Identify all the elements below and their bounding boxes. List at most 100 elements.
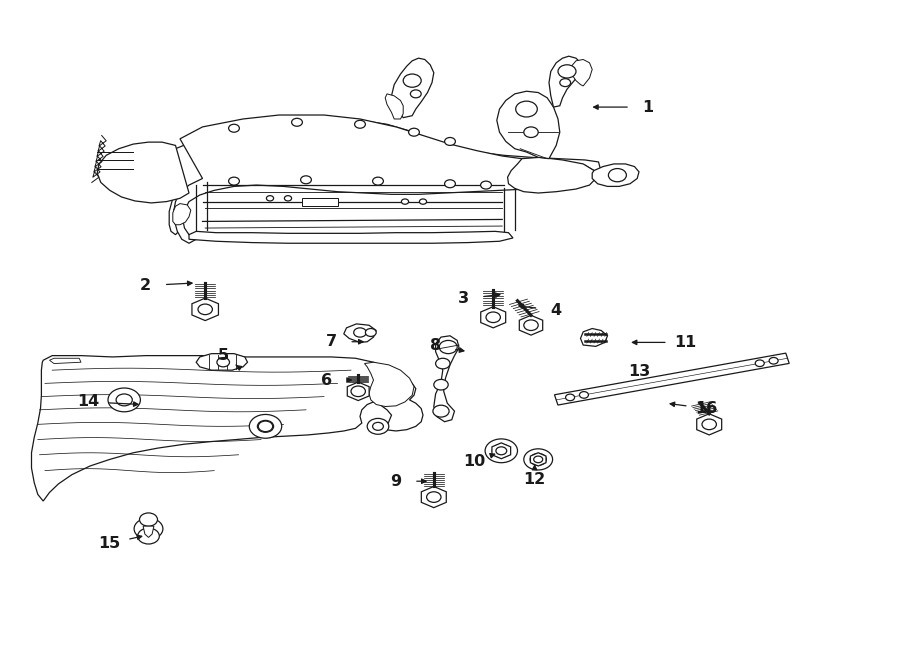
Circle shape xyxy=(770,358,778,364)
Polygon shape xyxy=(434,336,459,422)
Text: 3: 3 xyxy=(458,292,469,306)
Circle shape xyxy=(284,196,292,201)
Circle shape xyxy=(354,328,366,337)
Circle shape xyxy=(524,449,553,470)
Circle shape xyxy=(419,199,427,204)
Text: 16: 16 xyxy=(696,401,717,416)
Polygon shape xyxy=(189,231,513,243)
Circle shape xyxy=(534,456,543,463)
Text: 12: 12 xyxy=(524,472,545,486)
Circle shape xyxy=(367,418,389,434)
Polygon shape xyxy=(530,453,546,466)
Polygon shape xyxy=(572,59,592,86)
Text: 15: 15 xyxy=(99,536,121,551)
Circle shape xyxy=(481,181,491,189)
Polygon shape xyxy=(385,94,403,119)
Circle shape xyxy=(257,420,274,432)
Polygon shape xyxy=(50,358,81,364)
Circle shape xyxy=(565,394,574,401)
Circle shape xyxy=(266,196,274,201)
Circle shape xyxy=(485,439,518,463)
Circle shape xyxy=(229,177,239,185)
Polygon shape xyxy=(697,414,722,435)
Polygon shape xyxy=(492,443,510,459)
Text: 9: 9 xyxy=(391,474,401,488)
Circle shape xyxy=(580,391,589,398)
Circle shape xyxy=(138,528,159,544)
Circle shape xyxy=(258,421,273,432)
Circle shape xyxy=(229,124,239,132)
Polygon shape xyxy=(580,329,608,346)
Circle shape xyxy=(355,120,365,128)
Circle shape xyxy=(433,405,449,417)
Circle shape xyxy=(434,379,448,390)
Polygon shape xyxy=(549,56,580,107)
Circle shape xyxy=(403,74,421,87)
Polygon shape xyxy=(302,198,338,206)
Circle shape xyxy=(292,118,302,126)
Circle shape xyxy=(702,419,716,430)
Text: 6: 6 xyxy=(321,373,332,387)
Circle shape xyxy=(409,128,419,136)
Polygon shape xyxy=(97,142,189,203)
Polygon shape xyxy=(173,204,191,225)
Circle shape xyxy=(558,65,576,78)
Text: 14: 14 xyxy=(77,395,99,409)
Polygon shape xyxy=(364,362,414,407)
Circle shape xyxy=(198,304,212,315)
Circle shape xyxy=(755,360,764,367)
Text: 13: 13 xyxy=(628,364,650,379)
Text: 4: 4 xyxy=(551,303,562,318)
Text: 8: 8 xyxy=(430,338,441,353)
Polygon shape xyxy=(519,315,543,335)
Polygon shape xyxy=(196,354,248,370)
Circle shape xyxy=(373,422,383,430)
Circle shape xyxy=(108,388,140,412)
Polygon shape xyxy=(392,58,434,118)
Circle shape xyxy=(436,358,450,369)
Text: 1: 1 xyxy=(643,100,653,114)
Circle shape xyxy=(608,169,626,182)
Polygon shape xyxy=(143,526,154,537)
Circle shape xyxy=(373,177,383,185)
Polygon shape xyxy=(592,164,639,186)
Polygon shape xyxy=(169,118,601,235)
Text: 7: 7 xyxy=(326,334,337,349)
Circle shape xyxy=(445,137,455,145)
Text: 10: 10 xyxy=(464,454,485,469)
Circle shape xyxy=(116,394,132,406)
Circle shape xyxy=(351,386,365,397)
Circle shape xyxy=(140,513,158,526)
Polygon shape xyxy=(554,353,789,405)
Circle shape xyxy=(427,492,441,502)
Circle shape xyxy=(365,329,376,336)
Circle shape xyxy=(410,90,421,98)
Circle shape xyxy=(134,518,163,539)
Polygon shape xyxy=(344,324,376,342)
Polygon shape xyxy=(508,157,596,193)
Circle shape xyxy=(439,340,457,354)
Circle shape xyxy=(301,176,311,184)
Circle shape xyxy=(524,320,538,330)
Circle shape xyxy=(249,414,282,438)
Polygon shape xyxy=(421,486,446,508)
Polygon shape xyxy=(192,298,219,321)
Circle shape xyxy=(524,127,538,137)
Polygon shape xyxy=(347,382,369,401)
Polygon shape xyxy=(174,115,594,243)
Polygon shape xyxy=(481,307,506,328)
Circle shape xyxy=(401,199,409,204)
Polygon shape xyxy=(32,356,423,501)
Circle shape xyxy=(217,358,230,367)
Text: 2: 2 xyxy=(140,278,151,293)
Text: 11: 11 xyxy=(675,335,697,350)
Circle shape xyxy=(486,312,500,323)
Circle shape xyxy=(496,447,507,455)
Circle shape xyxy=(516,101,537,117)
Circle shape xyxy=(560,79,571,87)
Text: 5: 5 xyxy=(218,348,229,363)
Polygon shape xyxy=(497,91,560,159)
Circle shape xyxy=(492,444,510,457)
Circle shape xyxy=(445,180,455,188)
Circle shape xyxy=(530,453,546,465)
